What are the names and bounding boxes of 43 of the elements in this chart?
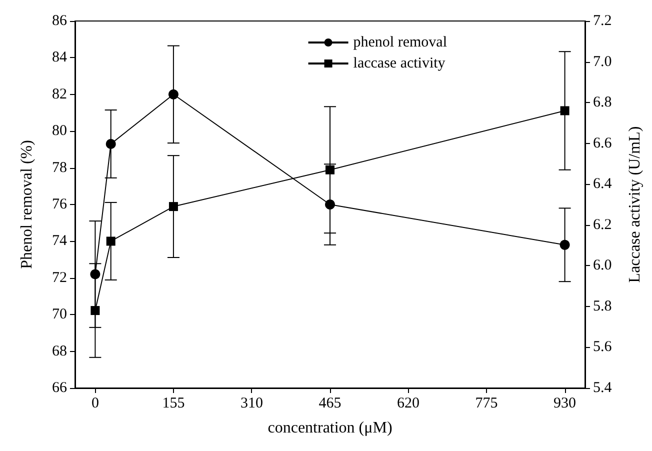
- y2-tick-label: 6.2: [593, 216, 612, 233]
- x-axis-title: concentration (μM): [268, 420, 392, 436]
- y2-tick-label: 6.4: [593, 176, 612, 192]
- y2-axis-title: Laccase activity (U/mL): [626, 126, 644, 283]
- y-tick-label: 78: [52, 160, 67, 176]
- y2-tick-label: 6.0: [593, 258, 612, 274]
- y-axis-title: Phenol removal (%): [18, 140, 36, 269]
- y2-tick-label: 7.2: [593, 13, 612, 29]
- x-tick-label: 310: [240, 396, 263, 412]
- x-tick-label: 0: [91, 396, 99, 412]
- y-tick-label: 82: [52, 86, 67, 102]
- point: [326, 165, 334, 174]
- y2-tick-label: 7.0: [593, 54, 612, 70]
- y2-tick-label: 5.4: [593, 380, 612, 396]
- legend-label: laccase activity: [353, 56, 446, 72]
- y2-tick-label: 5.8: [593, 298, 612, 314]
- y-tick-label: 76: [52, 196, 68, 212]
- x-tick-label: 465: [318, 396, 342, 412]
- y-tick-label: 84: [52, 50, 68, 66]
- x-tick-label: 620: [397, 396, 420, 412]
- y-tick-label: 80: [52, 123, 67, 140]
- point: [560, 106, 570, 116]
- point: [168, 89, 178, 100]
- point: [106, 236, 116, 246]
- point: [90, 306, 100, 316]
- point: [325, 200, 335, 210]
- x-tick-label: 155: [162, 396, 185, 412]
- x-tick-label: 775: [475, 396, 498, 412]
- y2-tick-label: 6.8: [593, 94, 612, 111]
- y-tick-label: 74: [52, 233, 68, 250]
- y-tick-label: 70: [52, 306, 67, 323]
- y-tick-label: 66: [52, 380, 68, 396]
- y-tick-label: 86: [52, 13, 68, 29]
- y2-tick-label: 5.6: [593, 339, 612, 356]
- point: [106, 138, 116, 149]
- point: [560, 240, 570, 250]
- y-tick-label: 68: [52, 343, 67, 360]
- legend-label: phenol removal: [353, 34, 448, 50]
- y-tick-label: 72: [52, 270, 67, 286]
- point: [168, 202, 178, 212]
- point: [90, 269, 100, 280]
- y2-tick-label: 6.6: [593, 135, 612, 152]
- x-tick-label: 930: [554, 396, 576, 412]
